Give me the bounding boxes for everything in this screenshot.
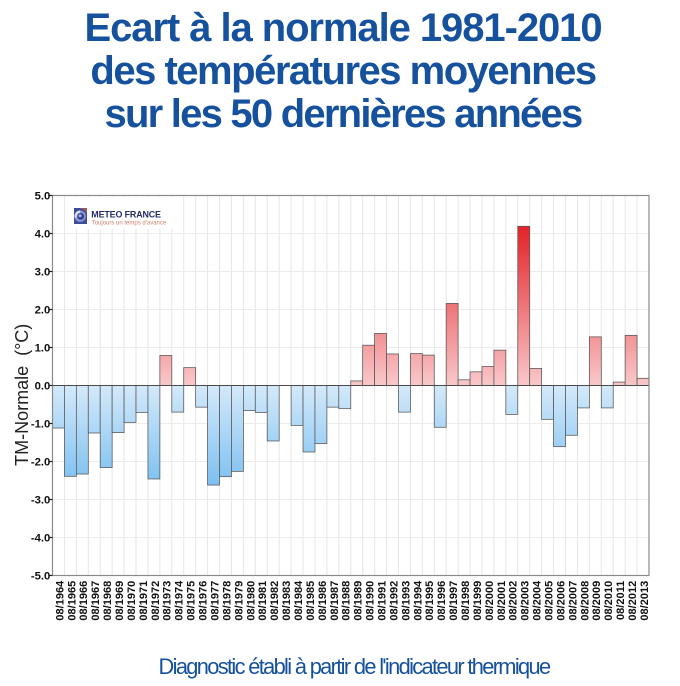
svg-text:08/1971: 08/1971 bbox=[138, 581, 150, 621]
svg-text:08/1992: 08/1992 bbox=[388, 581, 400, 621]
svg-text:Toujours un temps d'avance: Toujours un temps d'avance bbox=[92, 220, 167, 226]
svg-text:2.0: 2.0 bbox=[35, 305, 51, 317]
svg-text:-4.0: -4.0 bbox=[31, 533, 50, 545]
svg-text:0.0: 0.0 bbox=[35, 381, 51, 393]
svg-text:08/1996: 08/1996 bbox=[436, 581, 448, 621]
svg-text:08/2001: 08/2001 bbox=[496, 581, 508, 621]
svg-text:08/1964: 08/1964 bbox=[54, 580, 66, 621]
svg-text:08/2008: 08/2008 bbox=[579, 581, 591, 621]
svg-text:08/1969: 08/1969 bbox=[114, 581, 126, 621]
svg-text:08/1988: 08/1988 bbox=[341, 581, 353, 621]
svg-text:08/1979: 08/1979 bbox=[233, 581, 245, 621]
svg-text:08/1994: 08/1994 bbox=[412, 580, 424, 621]
svg-text:08/1973: 08/1973 bbox=[162, 581, 174, 621]
svg-text:08/1985: 08/1985 bbox=[305, 581, 317, 621]
svg-text:08/1991: 08/1991 bbox=[376, 581, 388, 621]
svg-text:08/1966: 08/1966 bbox=[78, 581, 90, 621]
svg-text:-1.0: -1.0 bbox=[31, 419, 50, 431]
svg-text:08/1999: 08/1999 bbox=[472, 581, 484, 621]
svg-text:08/1984: 08/1984 bbox=[293, 580, 305, 621]
svg-text:08/1980: 08/1980 bbox=[245, 581, 257, 621]
svg-text:08/2010: 08/2010 bbox=[603, 581, 615, 621]
svg-text:08/1993: 08/1993 bbox=[400, 581, 412, 621]
svg-text:08/2002: 08/2002 bbox=[508, 581, 520, 621]
svg-text:08/2005: 08/2005 bbox=[544, 581, 556, 621]
svg-text:-5.0: -5.0 bbox=[31, 571, 50, 583]
svg-text:08/1977: 08/1977 bbox=[209, 581, 221, 621]
svg-text:METEO FRANCE: METEO FRANCE bbox=[91, 210, 161, 220]
svg-text:08/1989: 08/1989 bbox=[353, 581, 365, 621]
svg-text:08/2003: 08/2003 bbox=[520, 581, 532, 621]
svg-text:08/1976: 08/1976 bbox=[198, 581, 210, 621]
svg-text:5.0: 5.0 bbox=[35, 191, 51, 203]
svg-text:08/1965: 08/1965 bbox=[66, 581, 78, 621]
svg-text:08/2006: 08/2006 bbox=[555, 581, 567, 621]
svg-text:08/2013: 08/2013 bbox=[639, 581, 651, 621]
svg-text:4.0: 4.0 bbox=[35, 229, 51, 241]
svg-text:TM-Normale (°C): TM-Normale (°C) bbox=[12, 324, 32, 466]
svg-text:08/1983: 08/1983 bbox=[281, 581, 293, 621]
svg-text:08/1982: 08/1982 bbox=[269, 581, 281, 621]
svg-text:08/1978: 08/1978 bbox=[221, 581, 233, 621]
svg-text:3.0: 3.0 bbox=[35, 267, 51, 279]
svg-text:08/1998: 08/1998 bbox=[460, 581, 472, 621]
svg-text:1.0: 1.0 bbox=[35, 343, 51, 355]
svg-text:08/2004: 08/2004 bbox=[532, 580, 544, 621]
svg-text:-2.0: -2.0 bbox=[31, 457, 50, 469]
svg-text:08/1986: 08/1986 bbox=[317, 581, 329, 621]
svg-text:08/2009: 08/2009 bbox=[591, 581, 603, 621]
svg-text:08/1970: 08/1970 bbox=[126, 581, 138, 621]
svg-text:08/1975: 08/1975 bbox=[186, 581, 198, 621]
svg-text:08/2000: 08/2000 bbox=[484, 581, 496, 621]
svg-text:08/1990: 08/1990 bbox=[365, 581, 377, 621]
svg-text:08/1997: 08/1997 bbox=[448, 581, 460, 621]
svg-text:08/1987: 08/1987 bbox=[329, 581, 341, 621]
svg-text:08/2007: 08/2007 bbox=[567, 581, 579, 621]
svg-text:08/1974: 08/1974 bbox=[174, 580, 186, 621]
svg-text:08/1967: 08/1967 bbox=[90, 581, 102, 621]
svg-text:08/2012: 08/2012 bbox=[627, 581, 639, 621]
svg-text:08/2011: 08/2011 bbox=[615, 581, 627, 620]
svg-text:08/1981: 08/1981 bbox=[257, 581, 269, 621]
svg-text:08/1968: 08/1968 bbox=[102, 581, 114, 621]
svg-text:08/1995: 08/1995 bbox=[424, 581, 436, 621]
svg-text:08/1972: 08/1972 bbox=[150, 581, 162, 621]
svg-text:-3.0: -3.0 bbox=[31, 495, 50, 507]
